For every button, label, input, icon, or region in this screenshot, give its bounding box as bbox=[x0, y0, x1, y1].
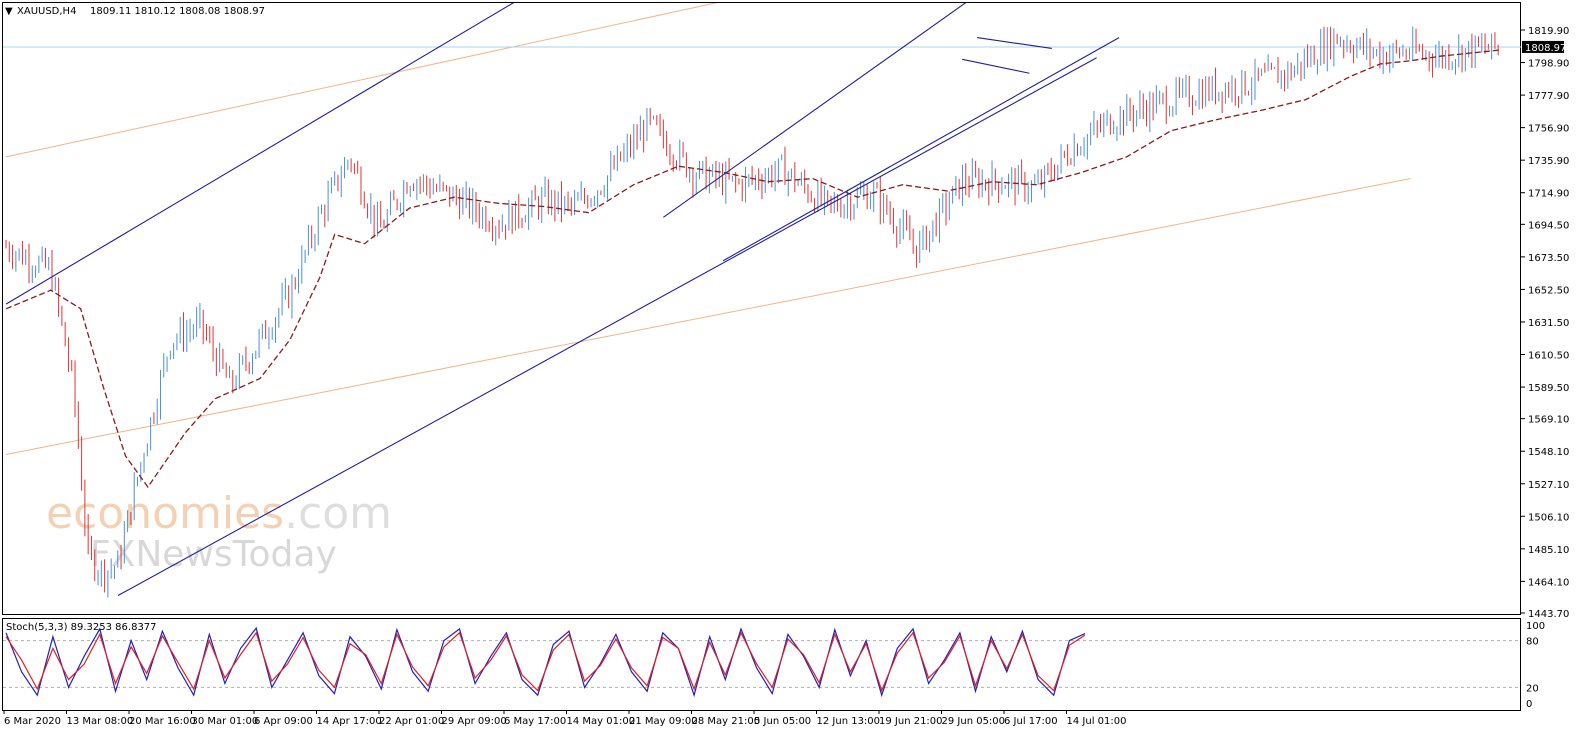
time-tick-label: 6 May 17:00 bbox=[504, 716, 566, 727]
watermark: economies.com FXNewsToday bbox=[46, 488, 392, 575]
price-axis: 1819.90 1798.90 1777.90 1756.90 1735.90 1714.… bbox=[1521, 26, 1569, 620]
time-tick-label: 19 Jun 21:00 bbox=[879, 716, 943, 727]
chart-title-arrow[interactable]: ▼ bbox=[5, 6, 13, 17]
price-tick-label: 1756.90 bbox=[1528, 124, 1569, 135]
price-tick-label: 1527.10 bbox=[1528, 480, 1569, 491]
price-tick-label: 1819.90 bbox=[1528, 26, 1569, 37]
time-tick-label: 6 Apr 09:00 bbox=[254, 716, 313, 727]
price-tick-label: 1548.10 bbox=[1528, 447, 1569, 458]
moving-average-line bbox=[5, 49, 1501, 489]
price-tick-label: 1714.90 bbox=[1528, 189, 1569, 200]
time-tick-label: 12 Jun 13:00 bbox=[817, 716, 881, 727]
time-tick-label: 14 Apr 17:00 bbox=[317, 716, 382, 727]
price-tick-label: 1485.10 bbox=[1528, 545, 1569, 556]
price-pane-frame bbox=[2, 2, 1521, 615]
price-tick-label: 1777.90 bbox=[1528, 91, 1569, 102]
stoch-tick-label: 20 bbox=[1526, 683, 1539, 694]
price-tick-label: 1673.50 bbox=[1528, 253, 1569, 264]
trendlines bbox=[5, 0, 1120, 596]
flag-top-line[interactable] bbox=[977, 37, 1052, 49]
inner-channel-lower-line[interactable] bbox=[722, 37, 1120, 262]
time-tick-label: 6 Mar 2020 bbox=[4, 716, 61, 727]
fib-line-2 bbox=[5, 178, 1411, 455]
price-tick-label: 1798.90 bbox=[1528, 59, 1569, 70]
time-tick-label: 28 May 21:00 bbox=[692, 716, 761, 727]
price-tick-label: 1652.50 bbox=[1528, 285, 1569, 296]
outer-channel-upper-line[interactable] bbox=[5, 0, 551, 305]
stoch-tick-label: 100 bbox=[1526, 621, 1545, 632]
price-tick-label: 1589.50 bbox=[1528, 383, 1569, 394]
price-tick-label: 1569.10 bbox=[1528, 415, 1569, 426]
price-tick-label: 1610.50 bbox=[1528, 351, 1569, 362]
moving-average bbox=[5, 49, 1501, 489]
fib-line-1 bbox=[5, 3, 718, 158]
price-tick-label: 1631.50 bbox=[1528, 318, 1569, 329]
stochastic-oscillator bbox=[3, 626, 1520, 698]
watermark-fxnewstoday: FXNewsToday bbox=[90, 534, 337, 575]
time-tick-label: 14 Jul 01:00 bbox=[1067, 716, 1127, 727]
time-tick-label: 5 Jun 05:00 bbox=[754, 716, 811, 727]
time-tick-label: 29 Apr 09:00 bbox=[442, 716, 507, 727]
time-tick-label: 30 Mar 01:00 bbox=[192, 716, 259, 727]
time-tick-label: 20 Mar 16:00 bbox=[129, 716, 196, 727]
watermark-economies: economies bbox=[46, 488, 284, 539]
fibonacci-lines bbox=[5, 3, 1411, 455]
flag-bottom-line[interactable] bbox=[962, 58, 1030, 74]
watermark-dotcom: .com bbox=[284, 488, 392, 539]
stoch-pane-frame bbox=[2, 618, 1521, 711]
chart-symbol: XAUUSD,H4 bbox=[17, 6, 76, 17]
price-tick-label: 1443.70 bbox=[1528, 609, 1569, 620]
price-tick-label: 1464.10 bbox=[1528, 577, 1569, 588]
time-tick-label: 29 Jun 05:00 bbox=[942, 716, 1006, 727]
stoch-signal-line bbox=[5, 631, 1086, 693]
chart-ohlc: 1809.11 1810.12 1808.08 1808.97 bbox=[90, 6, 265, 17]
stoch-label: Stoch(5,3,3) 89.3253 86.8377 bbox=[6, 622, 157, 633]
stoch-axis: 100 80 20 0 bbox=[1526, 621, 1545, 710]
time-tick-label: 13 Mar 08:00 bbox=[67, 716, 134, 727]
outer-channel-lower-line[interactable] bbox=[117, 57, 1097, 596]
time-tick-label: 14 May 01:00 bbox=[567, 716, 636, 727]
price-tick-label: 1735.90 bbox=[1528, 156, 1569, 167]
stoch-tick-label: 0 bbox=[1526, 699, 1532, 710]
current-price-tag-label: 1808.97 bbox=[1525, 43, 1566, 54]
inner-channel-upper-line[interactable] bbox=[663, 0, 999, 218]
price-tick-label: 1694.50 bbox=[1528, 220, 1569, 231]
stoch-tick-label: 80 bbox=[1526, 637, 1539, 648]
current-price-tag bbox=[1522, 40, 1564, 53]
time-tick-label: 22 Apr 01:00 bbox=[379, 716, 444, 727]
time-tick-label: 21 May 09:00 bbox=[629, 716, 698, 727]
time-tick-label: 6 Jul 17:00 bbox=[1004, 716, 1058, 727]
svg-text:economies.com: economies.com bbox=[46, 488, 392, 539]
price-tick-label: 1506.10 bbox=[1528, 512, 1569, 523]
